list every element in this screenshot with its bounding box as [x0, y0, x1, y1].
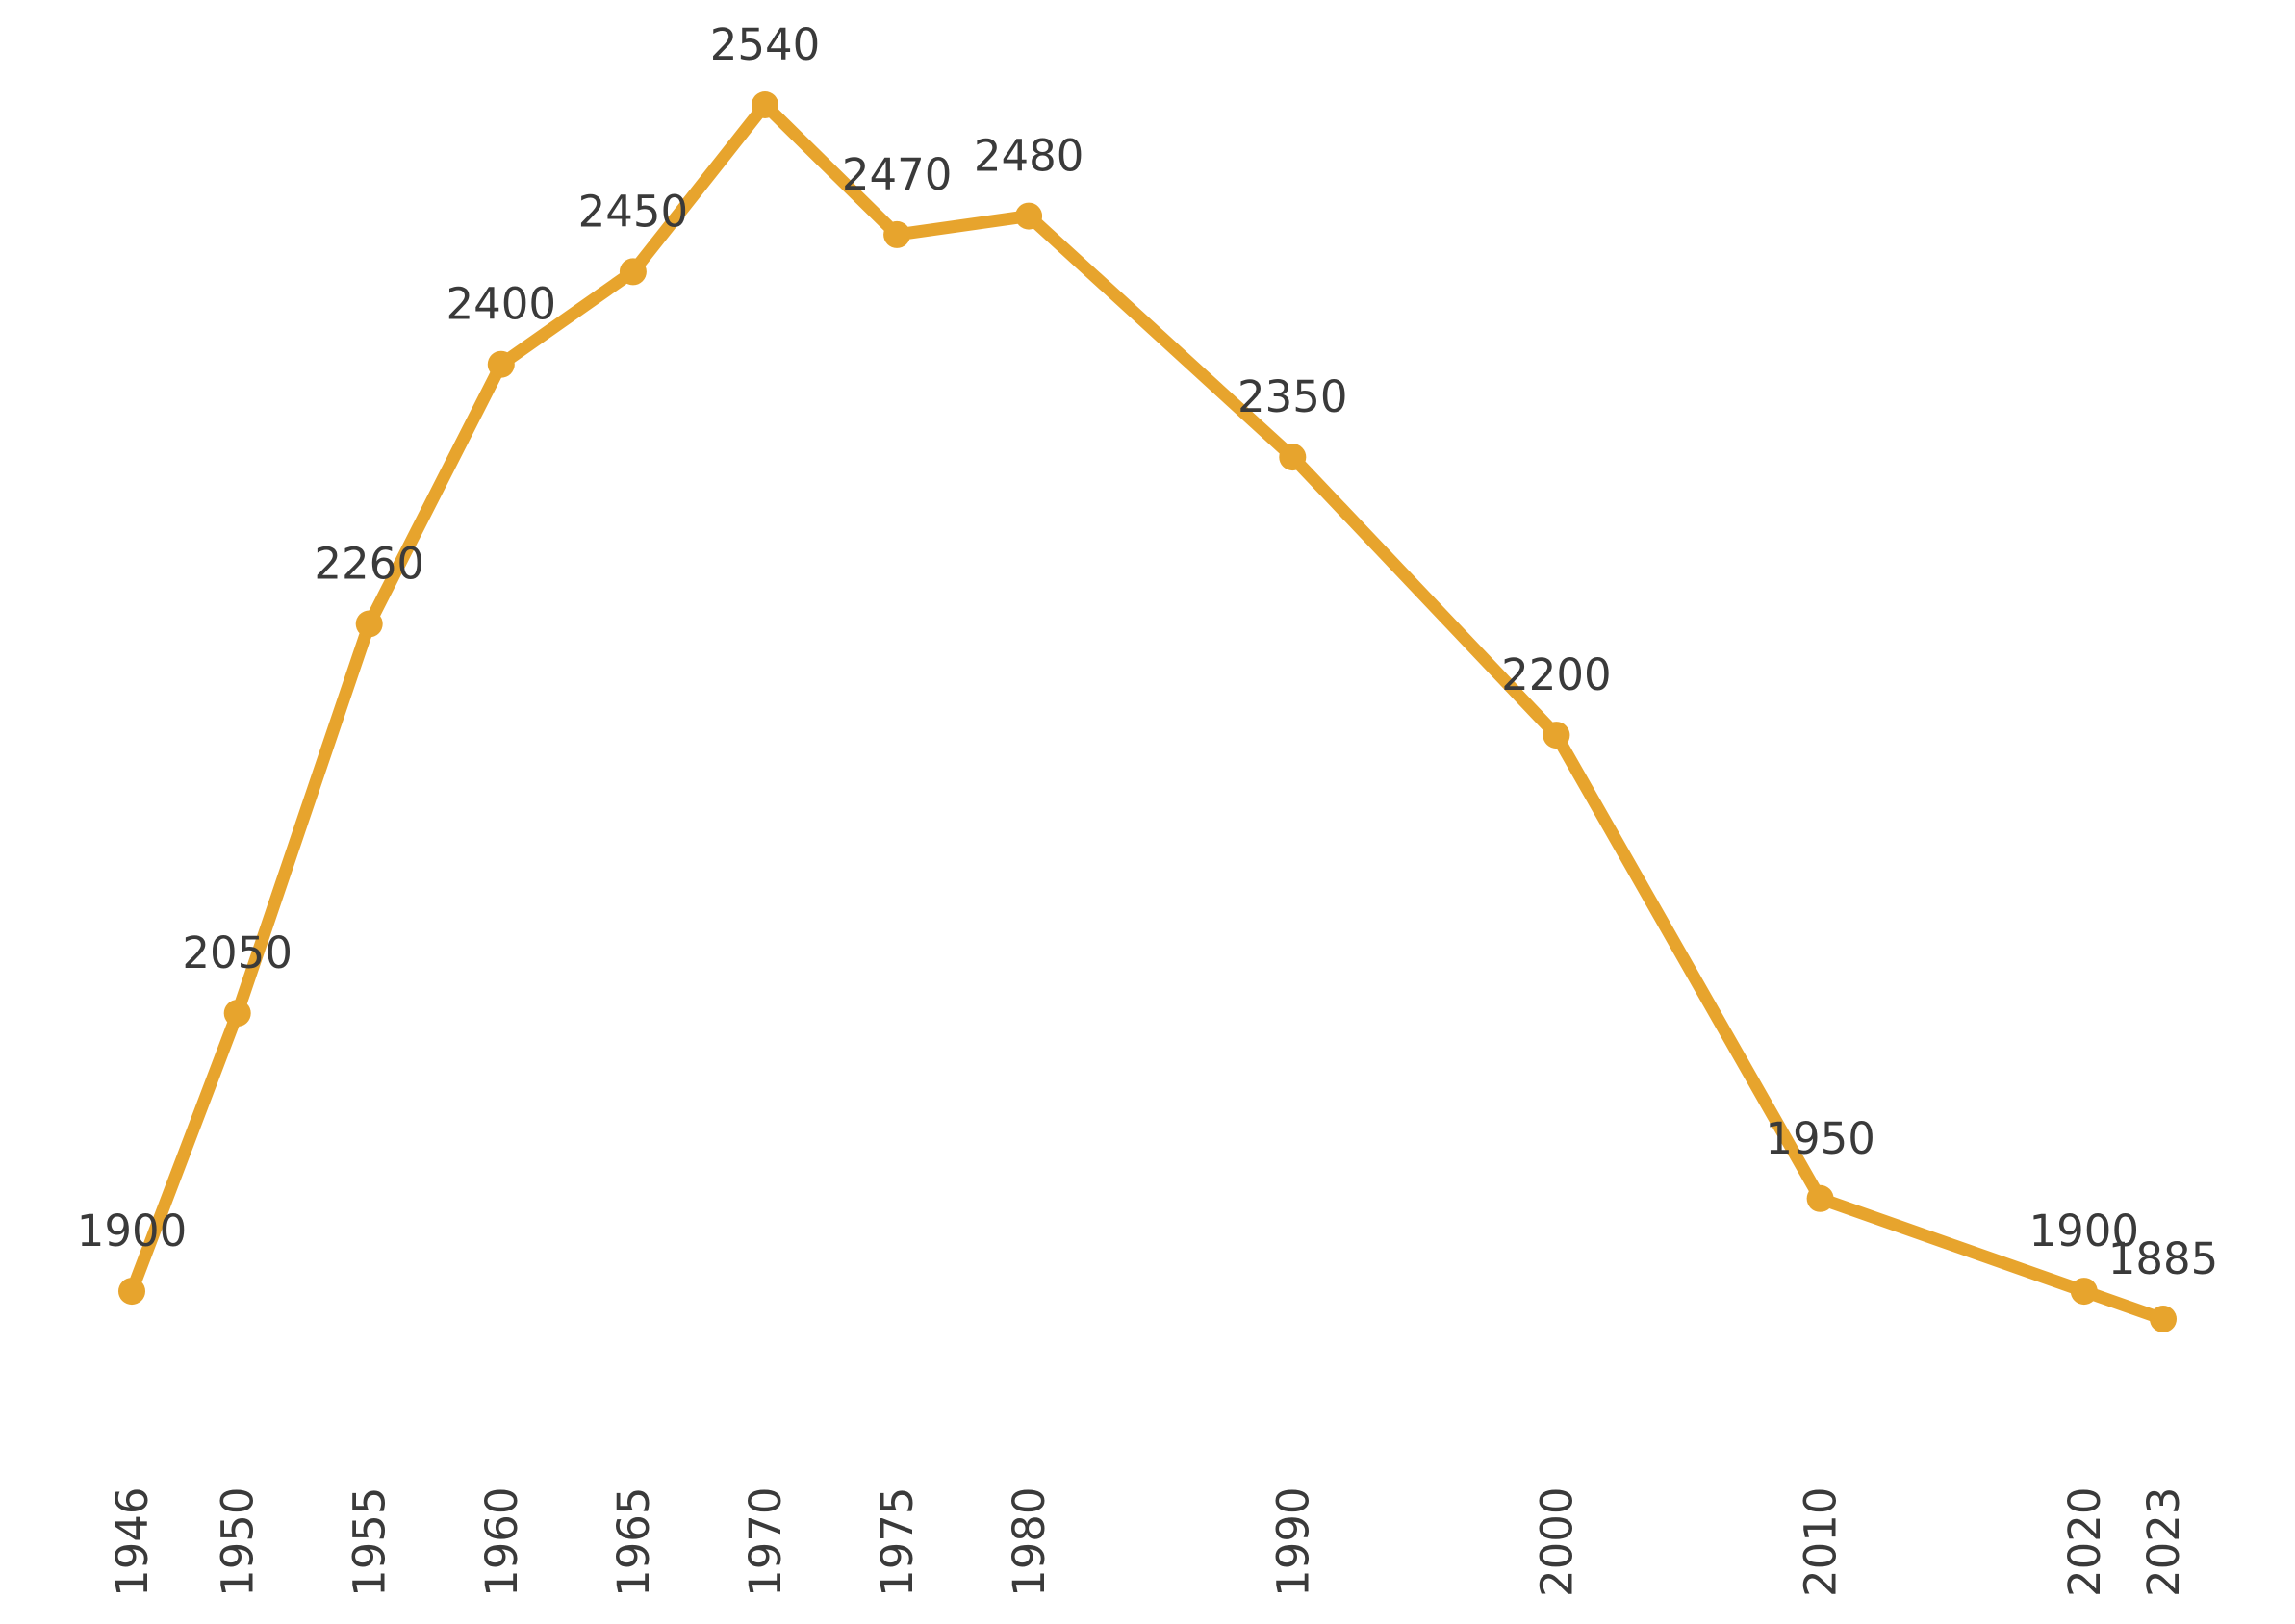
data-point-1975 — [883, 220, 911, 248]
data-point-1990 — [1279, 444, 1307, 471]
data-point-1980 — [1015, 202, 1043, 230]
data-point-2000 — [1543, 722, 1570, 749]
data-point-2023 — [2150, 1306, 2177, 1332]
x-tick-label-1955: 1955 — [344, 1486, 395, 1597]
data-point-1970 — [752, 91, 778, 118]
data-point-2010 — [1806, 1184, 1834, 1212]
data-label-1975: 2470 — [842, 149, 953, 200]
data-point-1946 — [118, 1278, 145, 1306]
x-tick-label-1950: 1950 — [213, 1486, 264, 1597]
x-tick-label-1965: 1965 — [608, 1486, 659, 1597]
x-tick-label-2020: 2020 — [2059, 1486, 2110, 1597]
data-point-1950 — [223, 1000, 251, 1028]
data-label-1965: 2450 — [578, 186, 689, 237]
data-label-2000: 2200 — [1501, 649, 1612, 700]
x-tick-label-1975: 1975 — [872, 1486, 923, 1597]
data-point-2020 — [2070, 1278, 2098, 1306]
data-label-1990: 2350 — [1237, 371, 1348, 422]
x-tick-label-1946: 1946 — [107, 1486, 158, 1597]
data-label-1970: 2540 — [710, 19, 821, 70]
data-label-1980: 2480 — [974, 131, 1084, 182]
x-tick-label-1980: 1980 — [1004, 1486, 1055, 1597]
data-label-1955: 2260 — [314, 539, 424, 590]
x-tick-label-1990: 1990 — [1267, 1486, 1318, 1597]
data-point-1955 — [355, 610, 383, 638]
x-tick-label-2000: 2000 — [1531, 1486, 1582, 1597]
x-tick-label-2023: 2023 — [2138, 1486, 2189, 1597]
data-label-1946: 1900 — [77, 1205, 188, 1256]
data-label-1950: 2050 — [182, 927, 293, 978]
data-label-2023: 1885 — [2108, 1233, 2219, 1284]
data-label-1960: 2400 — [446, 279, 557, 330]
data-label-2010: 1950 — [1765, 1113, 1875, 1164]
x-tick-label-1960: 1960 — [476, 1486, 527, 1597]
data-point-1960 — [487, 350, 515, 378]
data-label-2020: 1900 — [2029, 1205, 2140, 1256]
data-point-1965 — [619, 258, 647, 286]
x-tick-label-1970: 1970 — [740, 1486, 791, 1597]
x-tick-label-2010: 2010 — [1796, 1486, 1847, 1597]
